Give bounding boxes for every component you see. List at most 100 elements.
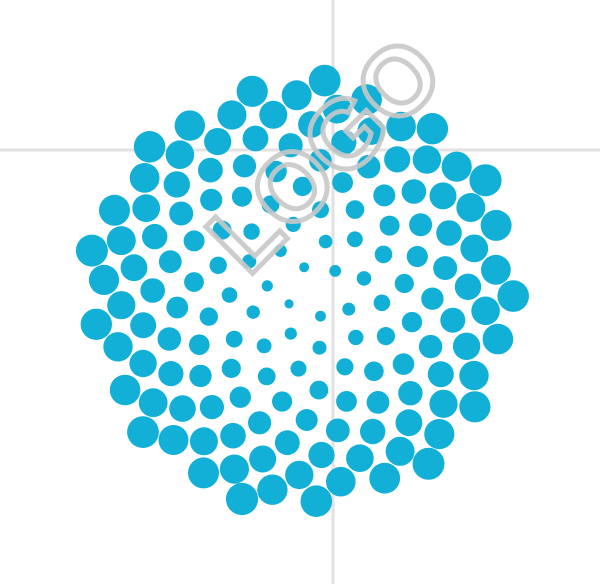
spiral-dot — [401, 179, 427, 204]
spiral-dot — [157, 327, 182, 351]
spiral-dot — [165, 140, 195, 169]
spiral-dot — [200, 188, 223, 211]
spiral-dot — [460, 234, 489, 263]
spiral-dots — [75, 64, 529, 517]
spiral-dot — [315, 310, 326, 322]
spiral-dot — [454, 273, 482, 300]
spiral-dot — [356, 154, 381, 179]
spiral-dot — [127, 416, 159, 448]
spiral-dot — [199, 395, 224, 420]
spiral-dot — [308, 64, 341, 97]
spiral-dot — [220, 422, 246, 449]
spiral-dot — [364, 361, 384, 382]
spiral-dot — [379, 215, 400, 236]
spiral-dot — [158, 425, 189, 455]
spiral-dot — [481, 254, 511, 285]
spiral-dot — [427, 361, 454, 388]
spiral-dot — [272, 391, 293, 412]
spiral-dot — [99, 194, 130, 226]
spiral-dot — [456, 193, 486, 222]
spiral-dot — [374, 245, 393, 264]
spiral-dot — [373, 184, 396, 207]
spiral-dot — [395, 409, 423, 437]
spiral-dot — [284, 327, 297, 340]
spiral-dot — [281, 80, 312, 111]
spiral-dot — [298, 111, 325, 138]
spiral-dot — [278, 133, 303, 158]
spiral-dot — [246, 305, 260, 319]
spiral-dot — [138, 388, 168, 418]
spiral-dot — [242, 125, 269, 152]
spiral-dot — [436, 220, 462, 246]
spiral-dot — [199, 307, 218, 326]
spiral-dot — [441, 151, 472, 182]
spiral-dot — [412, 145, 442, 174]
spiral-dot — [459, 391, 491, 423]
spiral-dot — [312, 201, 329, 219]
spiral-dot — [312, 340, 327, 355]
spiral-dot — [429, 182, 457, 210]
spiral-dot — [229, 386, 251, 408]
spiral-dot — [416, 113, 449, 145]
spiral-dot — [347, 231, 363, 248]
spiral-dot — [257, 367, 276, 386]
spiral-dot — [424, 419, 455, 450]
spiral-dot — [225, 330, 243, 348]
spiral-dot — [236, 75, 268, 107]
spiral-dot — [398, 381, 423, 406]
spiral-dot — [209, 256, 227, 274]
spiral-dot — [386, 111, 416, 142]
spiral-dot — [188, 457, 219, 489]
spiral-dot — [204, 128, 232, 156]
spiral-dot — [261, 195, 280, 214]
spiral-dot — [183, 230, 205, 252]
spiral-dot — [318, 234, 333, 249]
spiral-dot — [295, 409, 318, 431]
spiral-dot — [290, 360, 307, 377]
spiral-dot — [284, 299, 294, 309]
spiral-dot — [336, 391, 357, 412]
spiral-dot — [452, 332, 481, 360]
spiral-dot — [309, 149, 332, 172]
spiral-dot — [265, 160, 287, 183]
spiral-dot — [409, 213, 433, 237]
spiral-dot — [163, 171, 190, 198]
spiral-dot — [242, 254, 257, 269]
spiral-dot — [129, 163, 160, 193]
spiral-dot — [392, 353, 415, 375]
spiral-dot — [261, 280, 273, 292]
spiral-dot — [459, 360, 489, 391]
spiral-dot — [166, 296, 189, 319]
spiral-dot — [169, 201, 194, 226]
spiral-dot — [497, 280, 529, 312]
spiral-dot — [274, 244, 287, 257]
spiral-dot — [308, 441, 335, 469]
spiral-dot — [130, 312, 157, 339]
spiral-dot — [385, 436, 415, 466]
spiral-dot — [249, 445, 277, 473]
spiral-dot — [336, 358, 354, 376]
spiral-dot — [480, 209, 512, 241]
spiral-dot — [326, 466, 356, 497]
spiral-dot — [373, 294, 391, 312]
spiral-dot — [309, 380, 329, 400]
spiral-dot — [346, 444, 374, 473]
spiral-dot — [345, 200, 365, 219]
spiral-dot — [257, 474, 288, 505]
spiral-dot — [285, 460, 314, 490]
spiral-dot — [348, 329, 364, 346]
spiral-dot — [217, 100, 247, 130]
spiral-dot — [274, 430, 300, 456]
spiral-dot — [189, 364, 212, 388]
spiral-dot — [469, 164, 502, 197]
spiral-dot — [366, 391, 390, 414]
spiral-dot — [225, 482, 259, 516]
spiral-dot — [221, 358, 241, 378]
spiral-dot — [219, 454, 249, 484]
spiral-dot — [440, 307, 466, 333]
spiral-dot — [189, 427, 218, 456]
spiral-dot — [342, 302, 356, 316]
spiral-dot — [169, 395, 196, 422]
spiral-dot — [429, 389, 458, 418]
